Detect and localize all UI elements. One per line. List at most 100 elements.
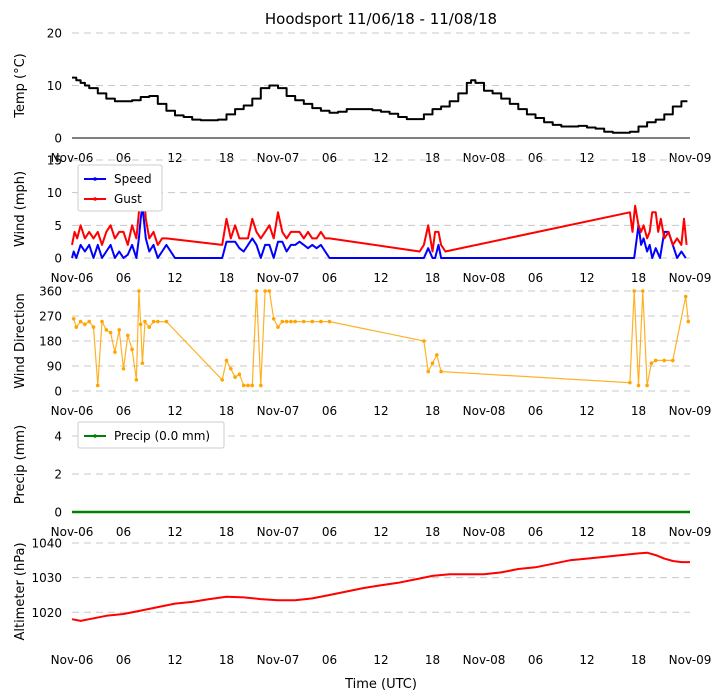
x-tick-label: 06 (528, 653, 543, 667)
y-axis-title: Wind Direction (13, 293, 28, 389)
data-point (259, 383, 263, 388)
y-tick-label: 5 (54, 219, 62, 233)
y-tick-label: 1040 (31, 537, 62, 551)
x-tick-label: Nov-09 (669, 404, 712, 418)
x-tick-label: 18 (219, 653, 234, 667)
x-tick-label: 12 (167, 653, 182, 667)
x-tick-label: 12 (373, 151, 388, 165)
x-tick-label: 12 (167, 404, 182, 418)
data-point (636, 383, 641, 388)
y-tick-label: 2 (54, 468, 62, 482)
x-tick-label: Nov-09 (669, 151, 712, 165)
x-tick-label: 06 (116, 271, 131, 285)
x-tick-label: Nov-06 (51, 525, 94, 539)
y-tick-label: 90 (47, 360, 62, 374)
x-tick-label: 12 (373, 271, 388, 285)
y-tick-label: 4 (54, 430, 62, 444)
x-tick-label: Nov-07 (257, 271, 300, 285)
x-tick-label: 12 (373, 404, 388, 418)
legend-marker (93, 434, 97, 438)
x-tick-label: 12 (579, 404, 594, 418)
x-tick-label: 12 (167, 151, 182, 165)
legend-label: Gust (114, 192, 142, 206)
x-tick-label: 18 (631, 404, 646, 418)
y-tick-label: 270 (39, 310, 62, 324)
y-tick-label: 180 (39, 335, 62, 349)
x-tick-label: 12 (373, 525, 388, 539)
x-tick-label: Nov-07 (257, 525, 300, 539)
panel-dir: 0 90 180 270 360 Wind Direction Nov-06 06 12 18 No… (13, 285, 711, 419)
x-tick-label: 18 (219, 271, 234, 285)
data-point (71, 316, 76, 321)
data-point (95, 383, 100, 388)
x-tick-label: Nov-09 (669, 653, 712, 667)
x-tick-label: Nov-08 (463, 653, 506, 667)
y-tick-label: 15 (47, 154, 62, 168)
series-altimeter (71, 551, 690, 622)
chart-title: Hoodsport 11/06/18 - 11/08/18 (265, 10, 497, 28)
panel-precip: 0 2 4 Precip (mm) Nov-06 06 12 18 Nov-07 06 12 18 No… (13, 421, 711, 539)
x-tick-label: 18 (219, 151, 234, 165)
y-tick-label: 1020 (31, 606, 62, 620)
series-gust (71, 172, 688, 253)
x-tick-label: 06 (116, 151, 131, 165)
x-tick-label: 06 (322, 525, 337, 539)
y-tick-label: 0 (54, 506, 62, 520)
x-tick-label: 18 (425, 151, 440, 165)
panel-wind: 0 5 10 15 Wind (mph) Nov-06 06 12 18 Nov-07 06 12 18… (13, 154, 711, 286)
x-tick-label: 12 (579, 271, 594, 285)
x-tick-label: 18 (425, 653, 440, 667)
legend-marker (93, 197, 97, 201)
x-tick-label: 06 (322, 653, 337, 667)
x-tick-label: 06 (116, 404, 131, 418)
y-tick-label: 10 (47, 186, 62, 200)
x-tick-label: Nov-06 (51, 653, 94, 667)
x-tick-label: 18 (219, 525, 234, 539)
x-tick-label: Nov-07 (257, 151, 300, 165)
y-axis-title: Precip (mm) (13, 425, 28, 504)
y-tick-label: 20 (47, 27, 62, 41)
y-tick-label: 0 (54, 385, 62, 399)
x-tick-label: 06 (116, 525, 131, 539)
x-tick-label: 06 (116, 653, 131, 667)
legend-label: Precip (0.0 mm) (114, 429, 210, 443)
x-tick-label: Nov-08 (463, 151, 506, 165)
series-line (73, 290, 689, 386)
x-tick-label: 06 (528, 271, 543, 285)
y-tick-label: 0 (54, 132, 62, 146)
y-tick-label: 360 (39, 285, 62, 299)
x-tick-label: Nov-06 (51, 271, 94, 285)
x-tick-label: 12 (167, 525, 182, 539)
x-tick-label: 12 (579, 151, 594, 165)
x-tick-label: Nov-07 (257, 653, 300, 667)
x-tick-label: 12 (579, 653, 594, 667)
y-axis-title: Altimeter (hPa) (13, 542, 28, 640)
x-tick-label: 18 (631, 653, 646, 667)
x-tick-label: 18 (631, 525, 646, 539)
x-tick-label: Nov-08 (463, 525, 506, 539)
x-tick-label: Nov-09 (669, 271, 712, 285)
y-tick-label: 10 (47, 79, 62, 93)
x-tick-label: 18 (219, 404, 234, 418)
x-tick-label: Nov-06 (51, 404, 94, 418)
legend: Speed Gust (77, 164, 163, 212)
x-tick-label: 18 (425, 525, 440, 539)
panel-temp: 0 10 20 Temp (°C) Nov-06 06 12 18 Nov-07 06 12 18 No… (13, 27, 711, 166)
x-tick-label: 12 (579, 525, 594, 539)
x-tick-label: 18 (631, 151, 646, 165)
legend: Precip (0.0 mm) (77, 421, 225, 449)
x-tick-label: 06 (528, 404, 543, 418)
x-tick-label: Nov-08 (463, 271, 506, 285)
y-axis-title: Wind (mph) (13, 171, 28, 247)
series-speed (71, 204, 687, 259)
x-tick-label: Nov-06 (51, 151, 94, 165)
x-tick-label: 12 (373, 653, 388, 667)
y-tick-label: 0 (54, 252, 62, 266)
legend-box (77, 421, 225, 449)
x-tick-label: Nov-07 (257, 404, 300, 418)
x-tick-label: Nov-08 (463, 404, 506, 418)
series-temp (72, 76, 688, 134)
